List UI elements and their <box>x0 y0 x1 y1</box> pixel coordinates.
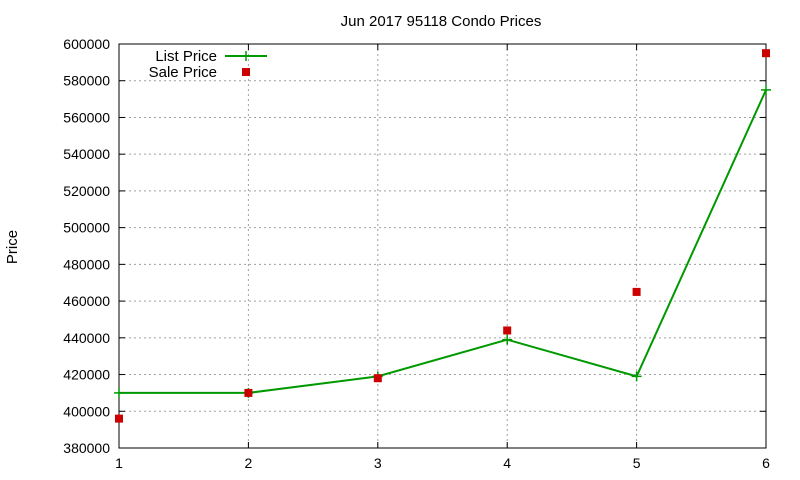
x-tick-label: 3 <box>374 455 382 471</box>
legend-marker <box>242 68 250 76</box>
y-tick-label: 460000 <box>63 293 110 309</box>
x-tick-label: 1 <box>115 455 123 471</box>
sale-price-point <box>762 49 770 58</box>
sale-price-point <box>503 326 512 335</box>
y-tick-label: 400000 <box>63 403 110 419</box>
list-price-line <box>119 89 767 394</box>
sale-price-point <box>115 414 123 423</box>
y-tick-label: 440000 <box>63 330 110 346</box>
y-tick-label: 560000 <box>63 109 110 125</box>
x-tick-label: 2 <box>245 455 253 471</box>
y-tick-label: 580000 <box>63 73 110 89</box>
y-tick-label: 500000 <box>63 220 110 236</box>
chart-title: Jun 2017 95118 Condo Prices <box>341 13 542 30</box>
y-tick-label: 420000 <box>63 367 110 383</box>
y-tick-label: 520000 <box>63 183 110 199</box>
y-tick-label: 380000 <box>63 440 110 456</box>
y-tick-label: 480000 <box>63 256 110 272</box>
legend-entry-sale-price: Sale Price <box>149 64 250 81</box>
x-tick-label: 4 <box>503 455 511 471</box>
plot-frame <box>118 43 767 449</box>
legend-entry-list-price: List Price <box>155 48 267 65</box>
sale-price-point <box>373 374 382 383</box>
grid-lines <box>119 44 766 448</box>
y-tick-label: 540000 <box>63 146 110 162</box>
sale-price-point <box>244 388 253 397</box>
x-tick-label: 6 <box>762 455 770 471</box>
legend-label: List Price <box>155 48 217 65</box>
legend-marker <box>241 51 251 61</box>
list-price-point <box>631 371 642 382</box>
sale-price-point <box>632 287 641 296</box>
legend-label: Sale Price <box>149 64 217 81</box>
axis-ticks: 380000 400000 420000 440000 460000 480000 5000… <box>63 36 770 471</box>
y-axis-label: Price <box>4 230 21 264</box>
series-group <box>114 49 771 423</box>
list-price-point <box>114 387 124 398</box>
list-price-point <box>761 84 771 95</box>
list-price-point <box>502 334 513 345</box>
x-tick-label: 5 <box>633 455 641 471</box>
y-tick-label: 600000 <box>63 36 110 52</box>
